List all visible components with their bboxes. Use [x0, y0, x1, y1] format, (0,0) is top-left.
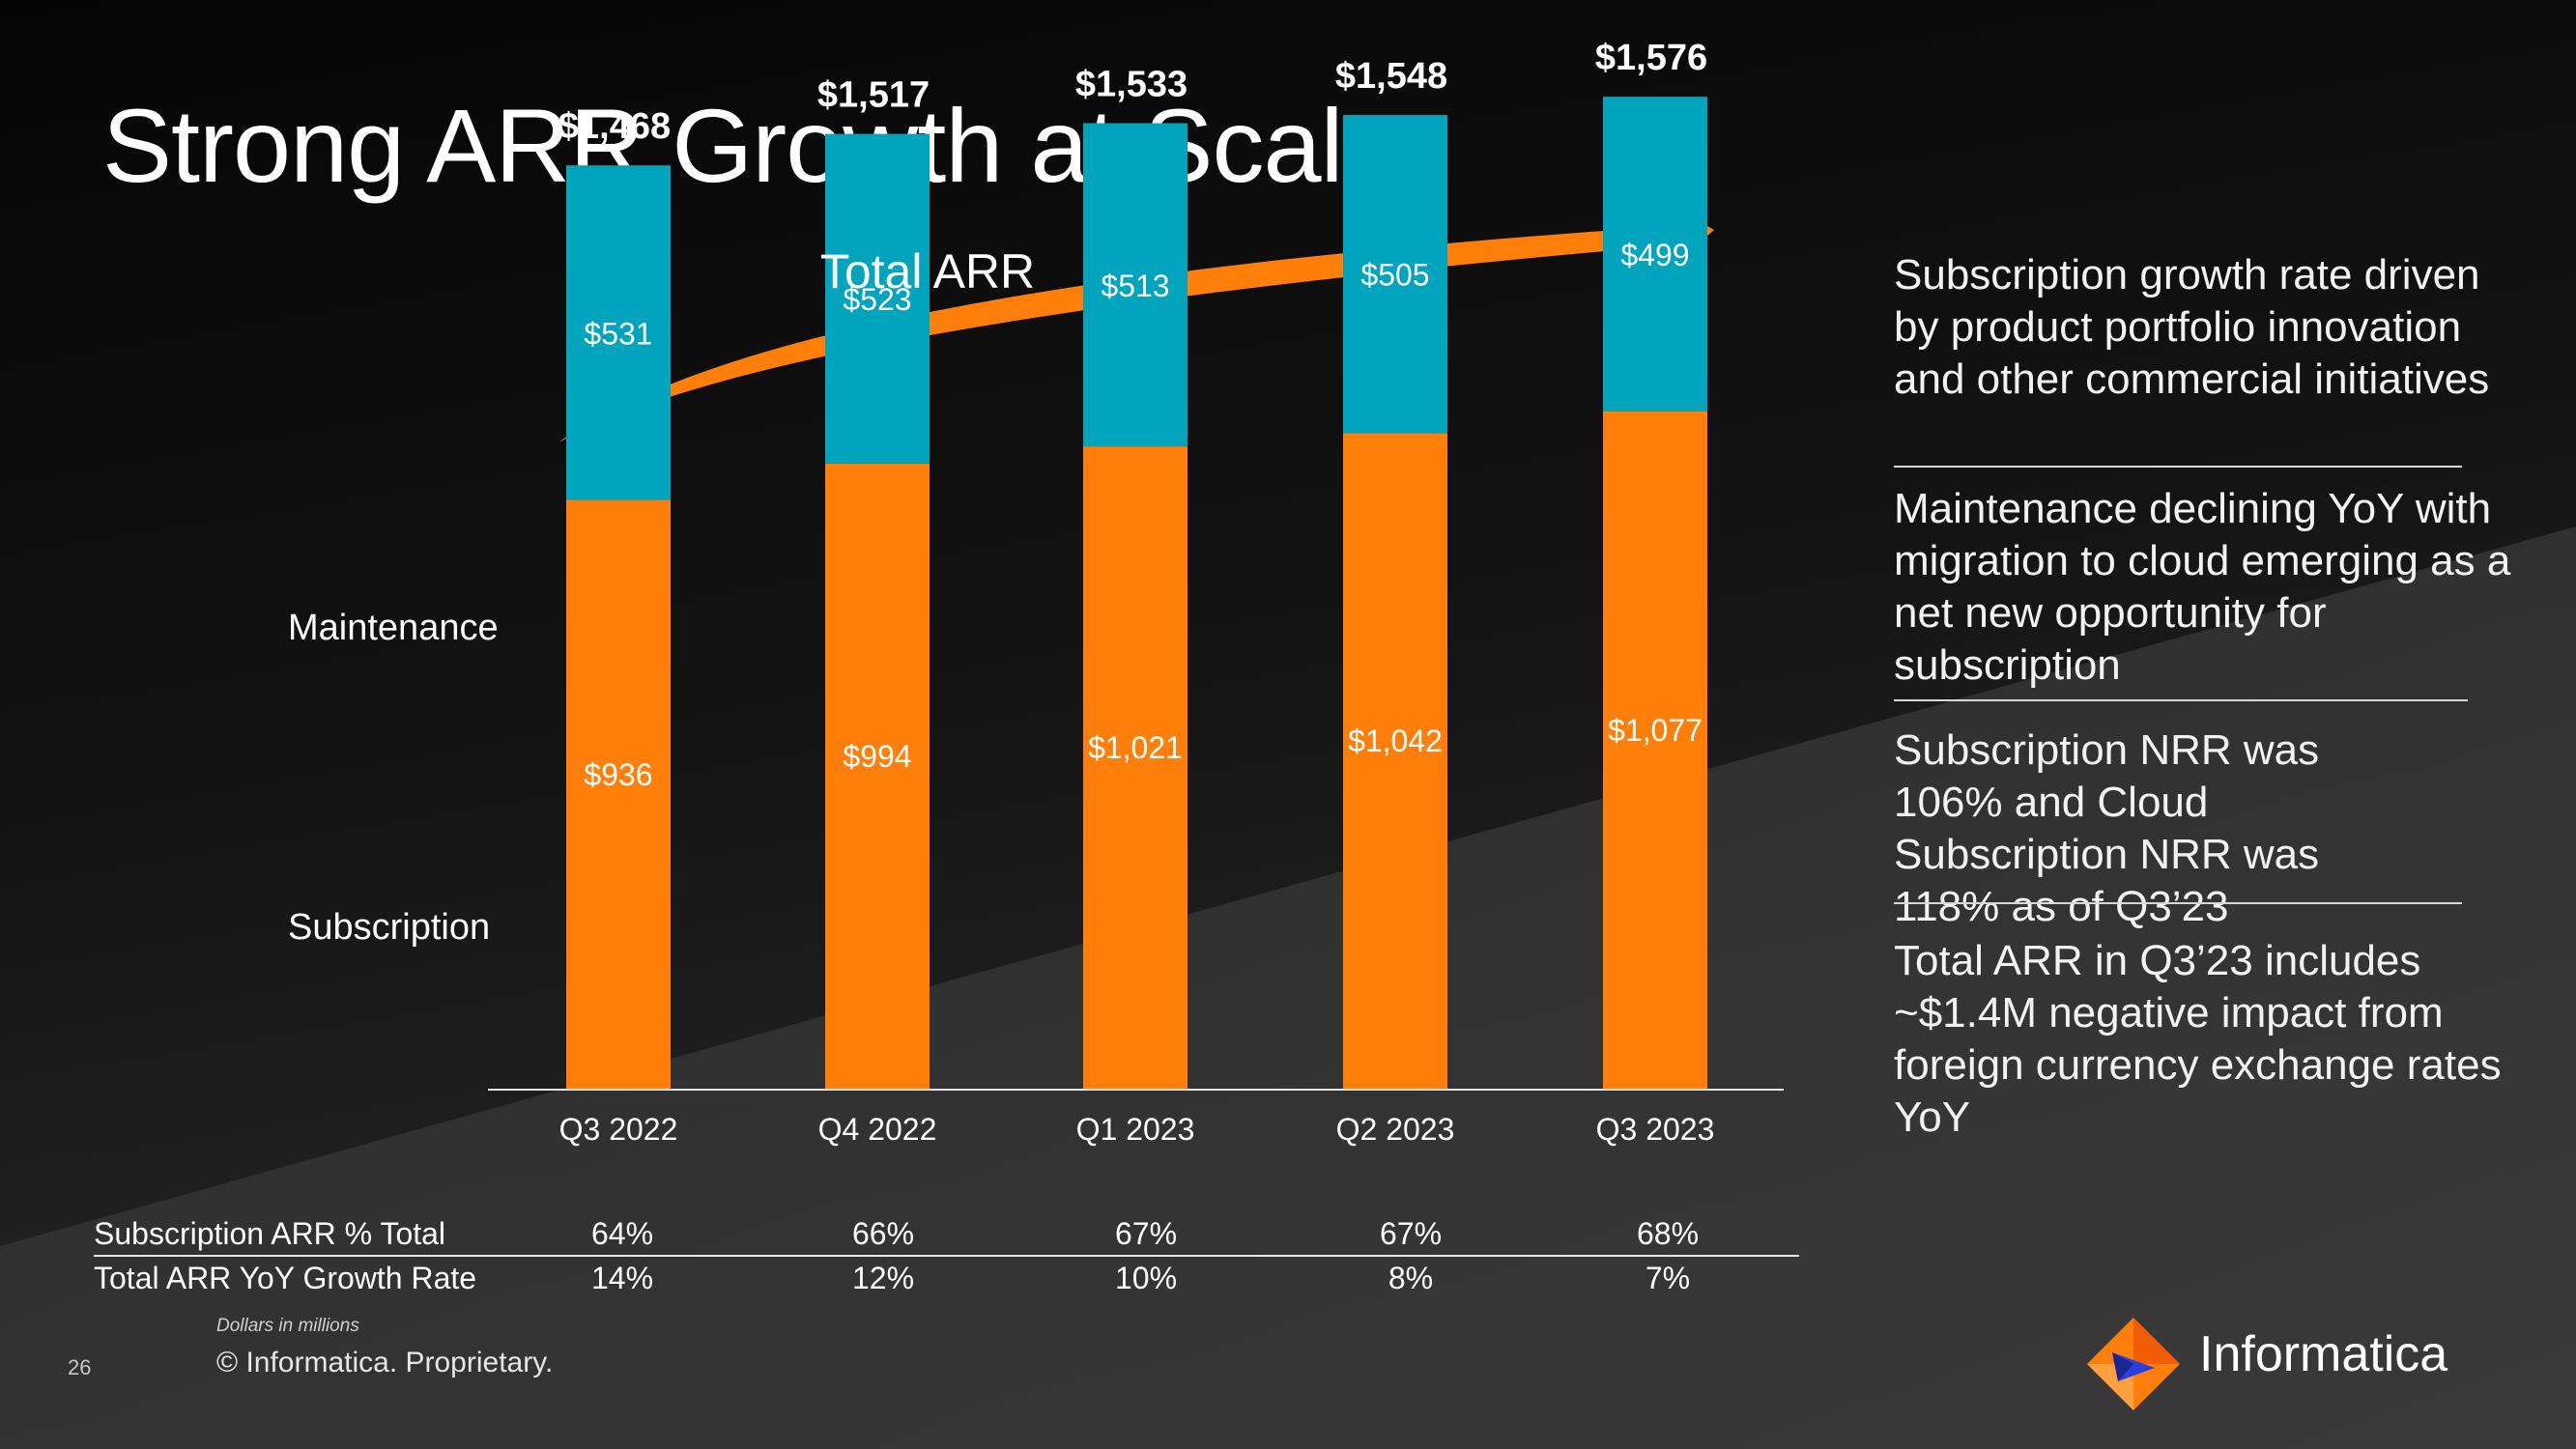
table-cell: 64% — [591, 1216, 653, 1251]
bar-subscription — [566, 499, 671, 1090]
bar-maintenance — [825, 133, 930, 464]
data-label-maintenance: $513 — [1101, 269, 1169, 303]
page-number: 26 — [68, 1355, 92, 1379]
chart-title: Total ARR — [820, 244, 1035, 298]
footnote: Dollars in millions — [216, 1316, 359, 1336]
table-cell: 12% — [852, 1261, 914, 1295]
data-label-maintenance: $531 — [584, 316, 652, 351]
total-label: $1,576 — [1595, 38, 1707, 78]
total-label: $1,517 — [817, 75, 930, 116]
bullet-divider — [1894, 466, 2462, 468]
table-cell: 8% — [1388, 1261, 1433, 1295]
x-tick-label: Q2 2023 — [1336, 1112, 1455, 1147]
informatica-diamond-logo-icon — [2087, 1318, 2180, 1410]
bar-subscription — [825, 463, 930, 1090]
x-tick-label: Q3 2023 — [1596, 1112, 1715, 1147]
legend-label-maintenance: Maintenance — [288, 608, 499, 648]
bullet-fx-impact: Total ARR in Q3’23 includes ~$1.4M negat… — [1894, 937, 2502, 1141]
x-tick-label: Q3 2022 — [559, 1112, 678, 1147]
bar-subscription — [1083, 446, 1188, 1091]
bullet-divider — [1894, 902, 2462, 904]
bar-subscription — [1603, 411, 1707, 1091]
total-label: $1,468 — [558, 106, 671, 147]
bullet-maintenance-declining: Maintenance declining YoY with migration… — [1894, 485, 2511, 689]
bar-maintenance — [1603, 97, 1707, 412]
data-label-subscription: $1,021 — [1088, 730, 1183, 765]
table-cell: 67% — [1380, 1216, 1442, 1251]
total-label: $1,548 — [1335, 56, 1447, 97]
data-label-subscription: $936 — [584, 757, 652, 792]
x-tick-label: Q4 2022 — [818, 1112, 937, 1147]
logo-wordmark: Informatica — [2199, 1326, 2448, 1382]
bar-maintenance — [566, 165, 671, 500]
x-tick-label: Q1 2023 — [1076, 1112, 1195, 1147]
data-label-subscription: $994 — [843, 739, 911, 774]
table-cell: 66% — [852, 1216, 914, 1251]
data-label-maintenance: $499 — [1620, 238, 1689, 272]
bullet-divider — [1894, 699, 2468, 701]
table-cell: 67% — [1115, 1216, 1177, 1251]
data-label-subscription: $1,042 — [1348, 724, 1443, 758]
table-cell: 10% — [1115, 1261, 1177, 1295]
legend-label-subscription: Subscription — [288, 907, 490, 948]
copyright-text: © Informatica. Proprietary. — [216, 1347, 554, 1378]
data-label-subscription: $1,077 — [1608, 713, 1703, 748]
table-cell: 14% — [591, 1261, 653, 1295]
table-cell: 7% — [1646, 1261, 1690, 1295]
table-row-label: Subscription ARR % Total — [94, 1216, 445, 1251]
bullet-subscription-growth: Subscription growth rate driven by produ… — [1894, 251, 2490, 403]
table-cell: 68% — [1637, 1216, 1699, 1251]
bar-maintenance — [1083, 123, 1188, 447]
table-row-label: Total ARR YoY Growth Rate — [94, 1261, 476, 1295]
total-label: $1,533 — [1075, 65, 1188, 105]
bar-maintenance — [1343, 115, 1447, 434]
data-label-maintenance: $523 — [843, 282, 911, 317]
bullet-nrr: Subscription NRR was 106% and Cloud Subs… — [1894, 726, 2320, 930]
data-label-maintenance: $505 — [1360, 258, 1429, 293]
bar-subscription — [1343, 433, 1447, 1090]
